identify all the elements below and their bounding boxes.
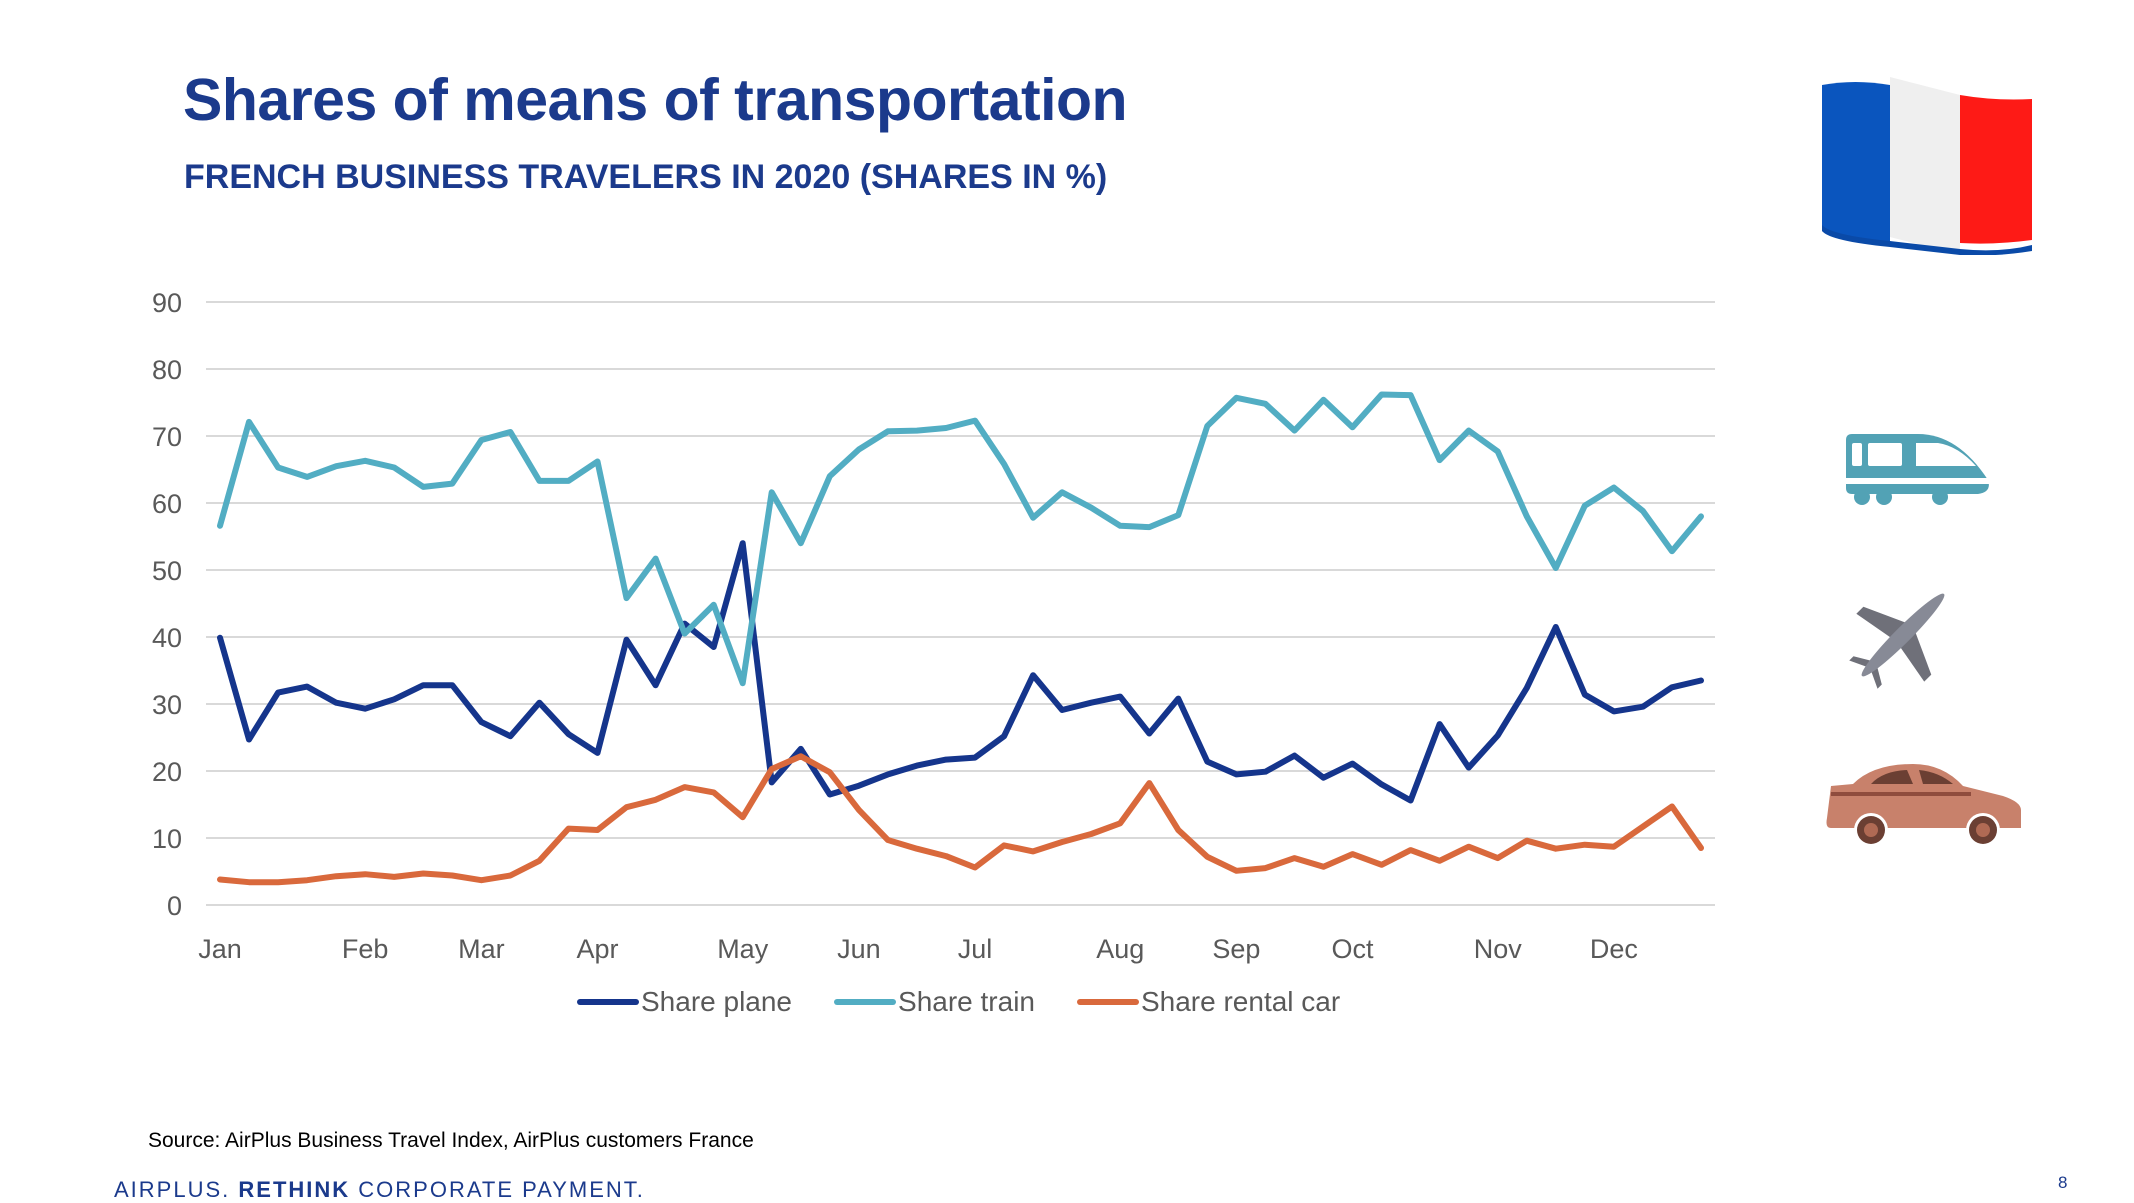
y-tick-label: 20 bbox=[152, 757, 182, 787]
france-flag-icon bbox=[1822, 77, 2032, 255]
legend-swatch-rental-car bbox=[1076, 999, 1139, 1005]
airplane-icon bbox=[1849, 593, 1945, 689]
y-tick-label: 50 bbox=[152, 556, 182, 586]
series-line-share-rental-car bbox=[217, 753, 1704, 886]
y-tick-label: 30 bbox=[152, 690, 182, 720]
brand-bold: RETHINK bbox=[238, 1177, 351, 1202]
x-tick-label: Jan bbox=[198, 934, 242, 964]
y-tick-label: 80 bbox=[152, 355, 182, 385]
legend-item-train: Share train bbox=[834, 986, 1035, 1018]
x-tick-label: May bbox=[717, 934, 769, 964]
page-title: Shares of means of transportation bbox=[183, 67, 1128, 133]
brand-tagline: AIRPLUS. RETHINK CORPORATE PAYMENT. bbox=[114, 1177, 645, 1203]
x-tick-label: Mar bbox=[458, 934, 505, 964]
y-tick-label: 60 bbox=[152, 489, 182, 519]
x-tick-label: Oct bbox=[1332, 934, 1375, 964]
series-line-share-plane bbox=[217, 540, 1704, 804]
page-subtitle: FRENCH BUSINESS TRAVELERS IN 2020 (SHARE… bbox=[184, 158, 1108, 196]
x-tick-label: Dec bbox=[1590, 934, 1638, 964]
y-tick-label: 70 bbox=[152, 422, 182, 452]
legend-swatch-train bbox=[834, 999, 897, 1005]
x-tick-label: Feb bbox=[342, 934, 389, 964]
y-tick-label: 0 bbox=[167, 891, 182, 921]
x-tick-label: Nov bbox=[1474, 934, 1523, 964]
source-note: Source: AirPlus Business Travel Index, A… bbox=[148, 1129, 754, 1152]
legend-item-rental-car: Share rental car bbox=[1076, 986, 1341, 1018]
y-tick-label: 10 bbox=[152, 824, 182, 854]
x-tick-label: Jun bbox=[837, 934, 881, 964]
legend-swatch-plane bbox=[577, 999, 639, 1005]
series-line-share-train bbox=[217, 391, 1704, 687]
x-tick-label: Sep bbox=[1212, 934, 1260, 964]
x-tick-label: Apr bbox=[576, 934, 618, 964]
brand-suffix: CORPORATE PAYMENT. bbox=[358, 1177, 645, 1202]
y-tick-label: 90 bbox=[152, 288, 182, 318]
legend-item-plane: Share plane bbox=[577, 986, 792, 1018]
legend-label-train: Share train bbox=[898, 986, 1035, 1017]
x-tick-label: Aug bbox=[1096, 934, 1144, 964]
x-axis-ticks: Jan Feb Mar Apr May Jun Jul Aug Sep Oct Nov Dec bbox=[198, 934, 1638, 964]
chart-legend: Share plane Share train Share rental car bbox=[577, 986, 1382, 1018]
y-axis-ticks: 0 10 20 30 40 50 60 70 80 90 bbox=[152, 288, 182, 921]
legend-label-rental-car: Share rental car bbox=[1140, 986, 1341, 1017]
y-tick-label: 40 bbox=[152, 623, 182, 653]
series-lines bbox=[217, 391, 1704, 886]
legend-label-plane: Share plane bbox=[641, 986, 793, 1017]
gridlines bbox=[206, 301, 1715, 906]
page-number: 8 bbox=[2058, 1173, 2068, 1192]
car-icon bbox=[1826, 764, 2021, 847]
x-tick-label: Jul bbox=[958, 934, 993, 964]
brand-prefix: AIRPLUS. bbox=[114, 1177, 231, 1202]
train-icon bbox=[1846, 434, 1991, 505]
